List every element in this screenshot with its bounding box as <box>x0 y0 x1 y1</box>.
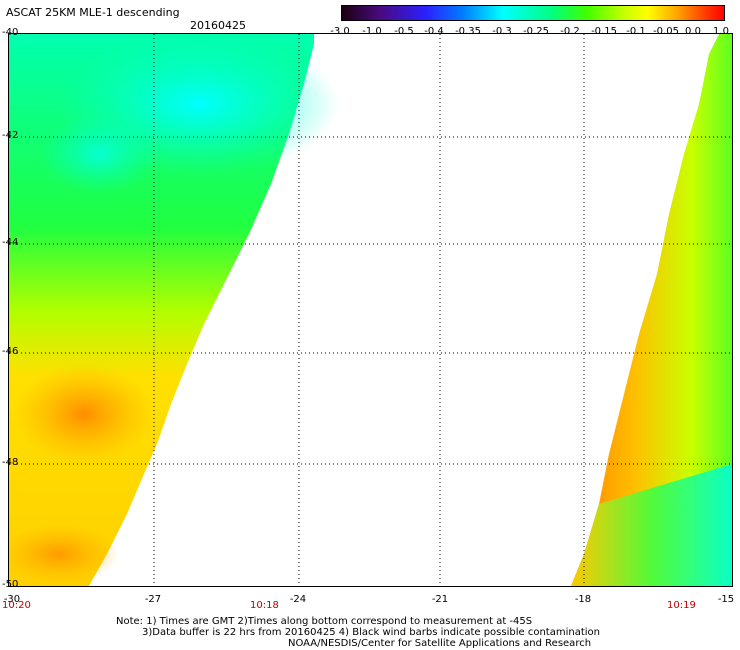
lat-label: -40 <box>2 27 19 38</box>
graticule <box>9 34 732 586</box>
color-scale-label: -3.0 <box>330 26 350 37</box>
color-scale-label: -0.35 <box>455 26 481 37</box>
color-scale-bar <box>341 5 725 21</box>
color-scale-label: -0.05 <box>653 26 679 37</box>
time-label: 10:19 <box>667 600 696 611</box>
map-title: ASCAT 25KM MLE-1 descending <box>6 6 180 19</box>
right-swath <box>571 34 732 586</box>
lon-label: -18 <box>574 594 592 605</box>
color-scale-label: 1.0 <box>713 26 729 37</box>
time-label: 10:20 <box>2 600 31 611</box>
color-scale-label: -0.2 <box>560 26 580 37</box>
color-scale-label: -0.4 <box>424 26 444 37</box>
swath-map <box>9 34 732 586</box>
lat-label: -44 <box>2 237 19 248</box>
credit-line: NOAA/NESDIS/Center for Satellite Applica… <box>288 638 592 649</box>
lat-label: -46 <box>2 346 19 357</box>
color-scale-label: -0.15 <box>591 26 617 37</box>
color-scale-label: -1.0 <box>362 26 382 37</box>
lon-label: -24 <box>289 594 307 605</box>
lon-label: -27 <box>144 594 162 605</box>
color-scale-label: 0.0 <box>685 26 701 37</box>
note-line: 3)Data buffer is 22 hrs from 20160425 4)… <box>142 627 600 638</box>
map-plot-area[interactable] <box>8 33 733 587</box>
color-scale-label: -0.5 <box>394 26 414 37</box>
color-scale-label: -0.3 <box>492 26 512 37</box>
lon-label: -30 <box>3 594 21 605</box>
map-date: 20160425 <box>190 19 246 32</box>
lon-label: -15 <box>717 594 735 605</box>
color-scale-labels: -3.0 -1.0 -0.5 -0.4 -0.35 -0.3 -0.25 -0.… <box>330 26 730 38</box>
lat-label: -42 <box>2 130 19 141</box>
note-line: Note: 1) Times are GMT 2)Times along bot… <box>116 616 533 627</box>
color-scale-label: -0.25 <box>523 26 549 37</box>
lat-label: -50 <box>2 579 19 590</box>
lon-label: -21 <box>431 594 449 605</box>
time-label: 10:18 <box>250 600 279 611</box>
color-scale-label: -0.1 <box>626 26 646 37</box>
lat-label: -48 <box>2 457 19 468</box>
